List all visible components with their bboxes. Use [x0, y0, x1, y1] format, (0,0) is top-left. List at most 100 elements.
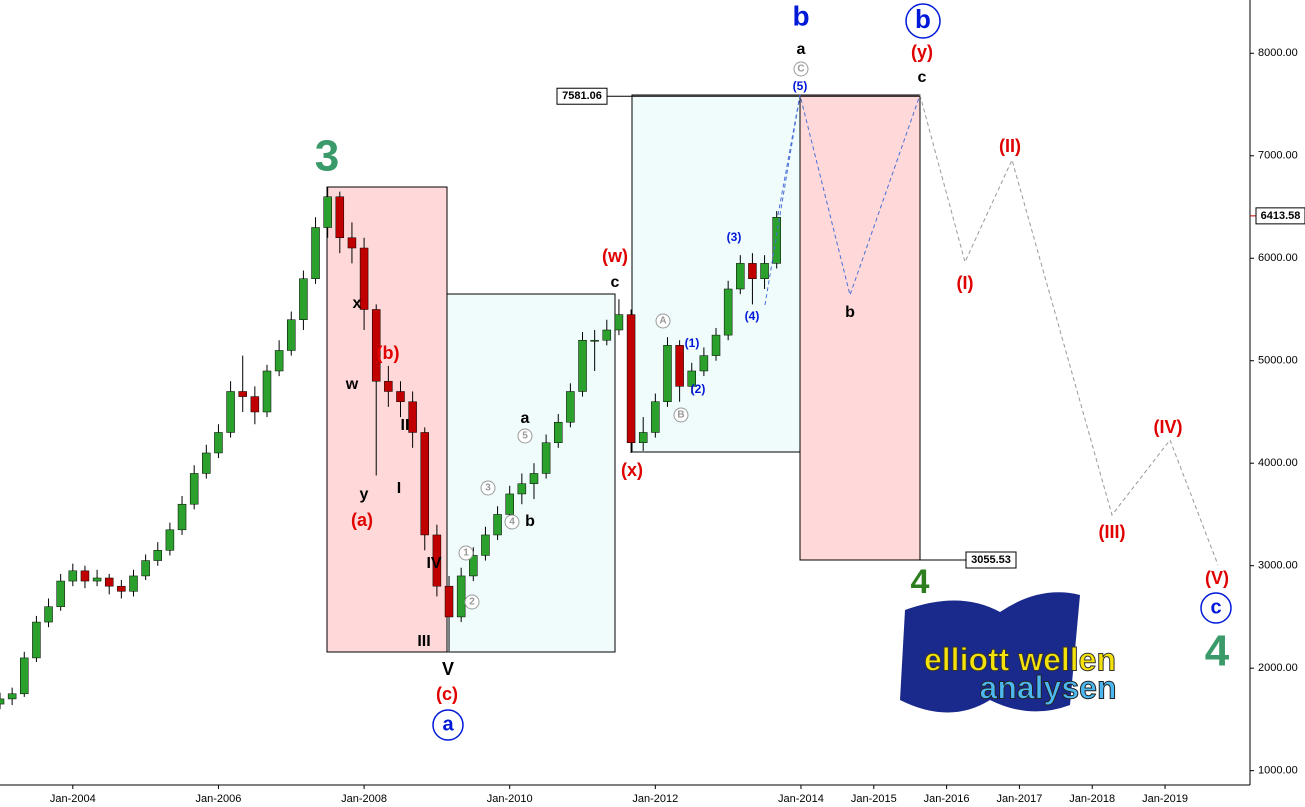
candle-body: [214, 432, 223, 454]
wave-label: II: [401, 417, 410, 434]
wave-circle: [793, 61, 809, 77]
x-tick-label: Jan-2004: [50, 793, 96, 805]
wave-label: (II): [999, 136, 1021, 156]
candle-body: [359, 247, 369, 310]
x-tick-label: Jan-2019: [1142, 793, 1188, 805]
wave-label: 4: [1205, 627, 1230, 676]
x-tick-label: Jan-2012: [632, 793, 678, 805]
candle-body: [529, 473, 539, 484]
candle-body: [505, 493, 514, 515]
logo-text: elliott wellen: [924, 641, 1116, 677]
wave-label: I: [397, 480, 401, 497]
candle-body: [153, 550, 163, 561]
candle-body: [554, 421, 563, 443]
wave-label: y: [360, 486, 369, 503]
box: [446, 293, 616, 653]
wave-label: (V): [1205, 568, 1229, 588]
wave-circle: [673, 407, 689, 423]
candle-body: [420, 432, 430, 536]
box: [799, 94, 921, 561]
candle-body: [0, 698, 5, 705]
x-tick-label: Jan-2016: [924, 793, 970, 805]
candle-body: [748, 263, 757, 279]
wave-circle: [480, 480, 496, 496]
x-tick-label: Jan-2006: [196, 793, 242, 805]
candle-body: [675, 345, 684, 387]
price-label: 3055.53: [971, 554, 1011, 566]
candle-body: [396, 391, 405, 402]
wave-label: C: [797, 64, 804, 75]
logo-flag: [900, 592, 1080, 713]
wave-label: (c): [436, 684, 458, 704]
wave-label: 4: [911, 563, 930, 601]
wave-label: c: [1210, 596, 1221, 618]
y-tick-label: 5000.00: [1258, 355, 1298, 367]
candle-body: [32, 621, 41, 659]
wave-circle: [504, 514, 520, 530]
wave-label: 2: [469, 597, 475, 608]
wave-circle: [1200, 592, 1232, 624]
candle-body: [638, 432, 648, 443]
wave-label: 3: [485, 483, 491, 494]
price-label-box: [556, 87, 608, 105]
candle-body: [602, 329, 612, 341]
candle-body: [287, 319, 296, 351]
wave-label: (IV): [1154, 417, 1183, 437]
wave-label: (5): [793, 79, 808, 93]
wave-label: w: [345, 376, 359, 393]
candle-body: [614, 314, 624, 331]
wave-label: A: [659, 316, 666, 327]
candle-body: [723, 288, 733, 336]
candle-body: [335, 196, 345, 239]
candle-body: [165, 529, 175, 551]
wave-label: b: [792, 0, 809, 31]
wave-label: a: [521, 410, 530, 427]
candle-body: [202, 452, 211, 474]
wave-label: (2): [691, 382, 706, 396]
candle-body: [408, 401, 417, 433]
candle-body: [493, 514, 502, 536]
wave-label: b: [915, 4, 931, 34]
x-tick-label: Jan-2010: [487, 793, 533, 805]
wave-label: 3: [315, 132, 339, 181]
candle-body: [456, 575, 466, 618]
candle-body: [347, 237, 357, 249]
candle-body: [736, 263, 745, 290]
candle-body: [371, 309, 381, 382]
candle-body: [92, 577, 102, 582]
y-tick-label: 2000.00: [1258, 662, 1298, 674]
logo: elliott wellen analysen: [900, 592, 1117, 713]
wave-label: (x): [621, 460, 643, 480]
y-tick-label: 1000.00: [1258, 765, 1298, 777]
wave-boxes: [326, 94, 921, 653]
candle-body: [141, 560, 150, 577]
candle-body: [7, 693, 17, 700]
candle-body: [20, 657, 29, 695]
candle-body: [177, 503, 187, 531]
wave-label: IV: [426, 555, 441, 572]
candle-body: [481, 534, 490, 556]
price-label: 7581.06: [562, 90, 602, 102]
wave-label: b: [845, 304, 855, 321]
wave-circle: [458, 545, 474, 561]
candle-body: [663, 345, 672, 402]
wave-label: (4): [745, 309, 760, 323]
wave-label: (a): [351, 510, 373, 530]
wave-label: c: [918, 69, 927, 86]
candle-body: [262, 370, 272, 413]
candle-body: [760, 263, 769, 279]
wave-label: (w): [602, 246, 628, 266]
candle-body: [772, 217, 781, 264]
candle-body: [566, 391, 575, 423]
candle-body: [444, 585, 454, 618]
candle-body: [56, 580, 65, 607]
logo-text: analysen: [980, 669, 1117, 705]
x-tick-label: Jan-2015: [851, 793, 897, 805]
wave-label: a: [442, 713, 454, 735]
wave-label: V: [442, 659, 454, 679]
wave-label: (I): [957, 273, 974, 293]
candle-body: [117, 585, 126, 592]
wave-label: a: [797, 41, 806, 58]
